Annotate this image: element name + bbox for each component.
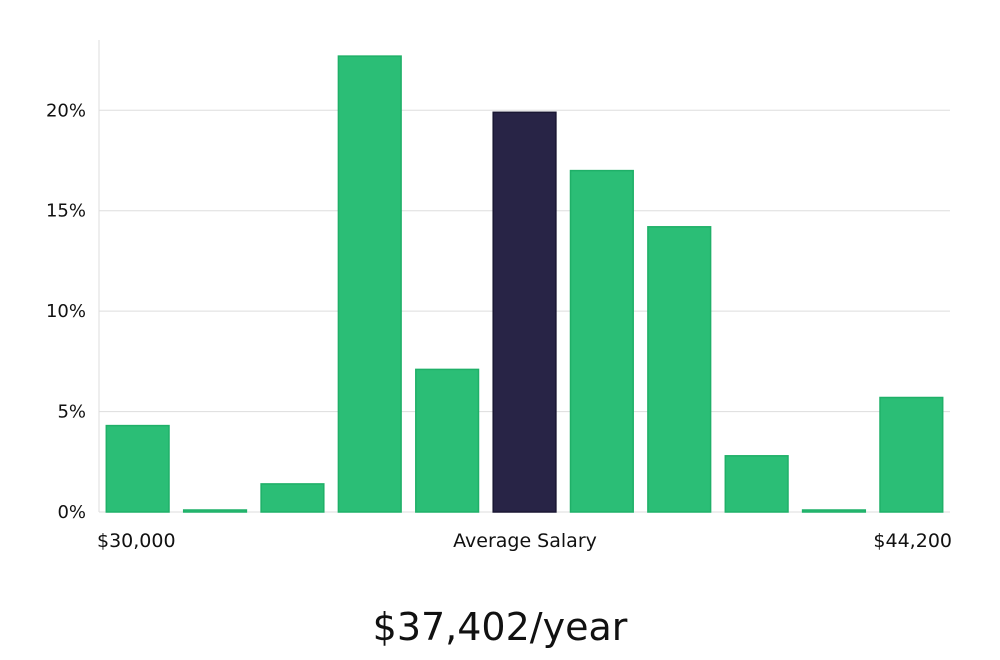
y-tick-label: 0% — [57, 502, 86, 523]
bar — [724, 455, 789, 513]
y-tick-label: 15% — [46, 201, 86, 222]
x-label-average: Average Salary — [453, 530, 597, 552]
bar — [182, 509, 248, 513]
bar — [415, 368, 480, 513]
bars — [105, 55, 944, 513]
y-tick-label: 5% — [57, 402, 86, 423]
bar — [260, 483, 325, 513]
bar — [801, 509, 867, 513]
bar-average-highlight — [492, 111, 557, 513]
bar — [879, 396, 944, 513]
bar — [337, 55, 402, 513]
salary-histogram: 0% 5% 10% 15% 20% $30,000 Average Salary $44… — [46, 40, 952, 552]
bar — [569, 169, 634, 513]
y-tick-label: 10% — [46, 301, 86, 322]
bar — [105, 424, 170, 513]
average-salary-value: $37,402/year — [372, 605, 628, 649]
x-axis-labels: $30,000 Average Salary $44,200 — [97, 530, 952, 552]
y-tick-label: 20% — [46, 100, 86, 121]
y-axis-ticks: 0% 5% 10% 15% 20% — [46, 100, 86, 523]
bar — [647, 226, 712, 513]
x-label-max: $44,200 — [873, 530, 952, 552]
x-label-min: $30,000 — [97, 530, 176, 552]
